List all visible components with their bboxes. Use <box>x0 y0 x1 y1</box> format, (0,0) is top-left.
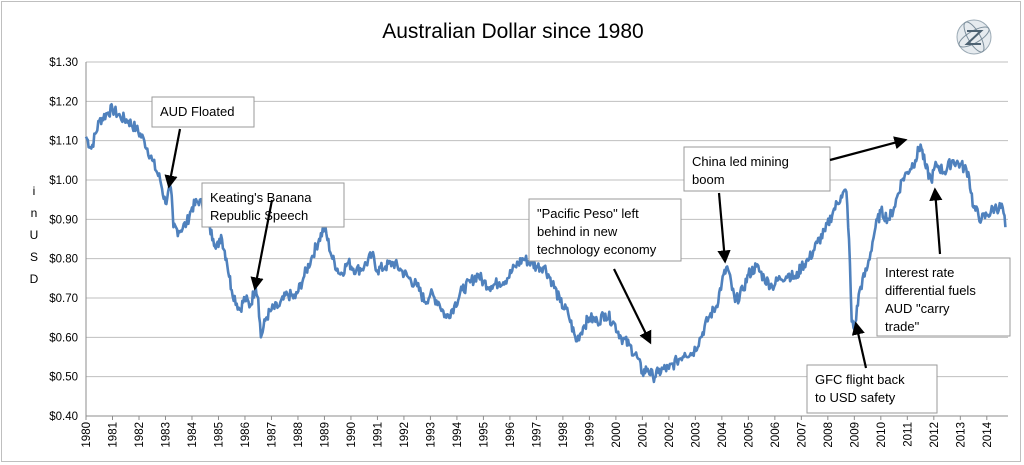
x-tick-label: 2001 <box>637 422 649 448</box>
x-tick-label: 2011 <box>902 422 914 447</box>
annotations: AUD Floated Keating's Banana Republic Spee… <box>151 96 1011 414</box>
x-tick-label: 1999 <box>584 422 596 448</box>
y-tick-label: $0.40 <box>49 411 78 423</box>
globe-logo-icon <box>956 19 992 55</box>
annotation-text: AUD Floated <box>160 104 234 119</box>
annotation-text: technology economy <box>537 242 657 257</box>
annotation-arrow <box>613 268 652 345</box>
annotation-text: behind in new <box>537 224 618 239</box>
annotation-text: Republic Speech <box>210 208 308 223</box>
y-tick-label: $1.30 <box>49 57 78 69</box>
annotation-text: Keating's Banana <box>210 190 312 205</box>
annotation: AUD Floated <box>151 96 255 189</box>
x-tick-label: 1996 <box>505 422 517 448</box>
annotation: GFC flight back to USD safety <box>806 321 938 414</box>
annotation-arrow <box>250 199 274 291</box>
x-tick-label: 2012 <box>929 422 941 448</box>
x-tick-label: 1998 <box>558 422 570 448</box>
x-tick-label: 1981 <box>107 422 119 448</box>
annotation-arrow <box>717 192 731 264</box>
x-tick-label: 2013 <box>955 422 967 448</box>
annotation-text: trade" <box>885 319 920 334</box>
x-tick-label: 1995 <box>478 422 490 448</box>
y-tick-label: $0.70 <box>49 293 78 305</box>
annotation: Keating's Banana Republic Speech <box>201 182 345 291</box>
annotation-text: China led mining <box>692 154 789 169</box>
annotation-box <box>528 198 682 262</box>
x-tick-label: 2014 <box>982 421 994 447</box>
x-tick-label: 2000 <box>611 422 623 448</box>
x-tick-label: 1985 <box>213 422 225 448</box>
x-tick-label: 2006 <box>770 422 782 448</box>
x-tick-label: 1997 <box>531 422 543 448</box>
x-tick-label: 1982 <box>134 422 146 448</box>
y-tick-label: $1.20 <box>49 96 78 108</box>
y-tick-label: $0.90 <box>49 214 78 226</box>
x-tick-label: 1994 <box>452 421 464 447</box>
annotation-arrow <box>929 187 943 255</box>
annotation-text: "Pacific Peso" left <box>537 206 639 221</box>
x-tick-label: 1993 <box>425 422 437 448</box>
x-tick-label: 2008 <box>823 422 835 448</box>
annotation-box <box>683 146 831 192</box>
x-tick-label: 2005 <box>743 422 755 448</box>
y-axis-ticks: $1.30 $1.20 $1.10 $1.00 $0.90 $0.80 $0.70 $0.60… <box>49 57 78 423</box>
annotation-box <box>806 364 938 414</box>
x-tick-label: 1989 <box>319 422 331 448</box>
annotation: China led mining boom <box>683 136 908 264</box>
annotation-box <box>876 257 1011 337</box>
y-axis-label-char: n <box>31 206 38 220</box>
x-tick-label: 1980 <box>81 422 93 448</box>
annotation-text: boom <box>692 172 725 187</box>
x-tick-label: 1986 <box>240 422 252 448</box>
x-tick-label: 2007 <box>796 422 808 448</box>
x-tick-label: 1992 <box>399 422 411 448</box>
annotation-box <box>201 182 345 228</box>
y-tick-label: $0.80 <box>49 254 78 266</box>
x-tick-label: 2002 <box>664 422 676 448</box>
annotation-arrow <box>829 136 908 162</box>
x-tick-label: 2010 <box>876 422 888 448</box>
annotation-box <box>151 96 255 128</box>
x-tick-label: 1983 <box>160 422 172 448</box>
x-tick-label: 1990 <box>346 422 358 448</box>
annotation-arrow <box>851 321 868 369</box>
annotation-arrow <box>164 128 182 189</box>
x-tick-label: 1987 <box>266 422 278 448</box>
annotation-text: AUD "carry <box>885 301 950 316</box>
annotation-text: to USD safety <box>815 390 896 405</box>
y-axis-label-char: U <box>30 228 39 242</box>
x-tick-label: 1988 <box>293 422 305 448</box>
x-tick-label: 2009 <box>849 422 861 448</box>
annotation-text: differential fuels <box>885 283 976 298</box>
x-tick-label: 1984 <box>187 421 199 447</box>
y-axis-label-char: i <box>33 184 36 198</box>
y-tick-label: $0.50 <box>49 372 78 384</box>
annotation-text: Interest rate <box>885 265 954 280</box>
x-tick-label: 2003 <box>690 422 702 448</box>
chart-title: Australian Dollar since 1980 <box>382 20 643 43</box>
annotation-text: GFC flight back <box>815 372 905 387</box>
annotation: Interest rate differential fuels AUD "carr… <box>876 187 1011 337</box>
x-axis-ticks: 1980 1981 1982 1983 1984 1985 1986 1987 1988 1989… <box>81 416 994 448</box>
y-tick-label: $0.60 <box>49 332 78 344</box>
x-tick-label: 2004 <box>717 421 729 447</box>
y-tick-label: $1.10 <box>49 136 78 148</box>
y-axis-label-char: D <box>30 272 39 286</box>
annotation: "Pacific Peso" left behind in new technolo… <box>528 198 682 345</box>
y-tick-label: $1.00 <box>49 175 78 187</box>
y-axis-label-char: S <box>30 250 38 264</box>
x-tick-label: 1991 <box>372 422 384 448</box>
